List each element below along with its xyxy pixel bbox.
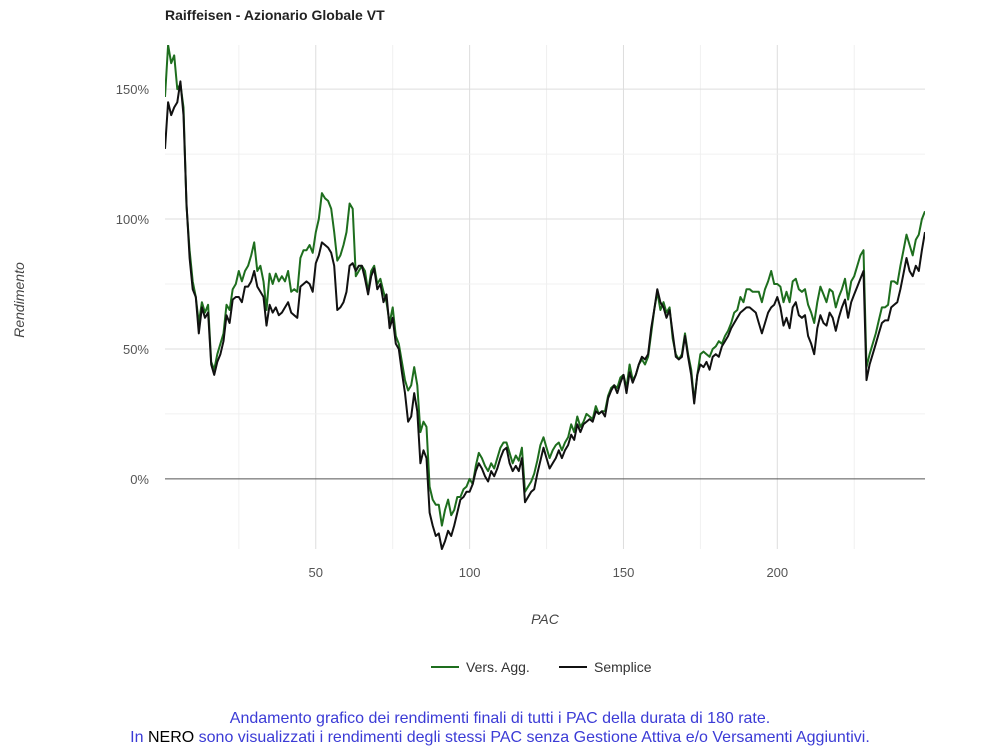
legend: Vers. Agg. Semplice: [431, 659, 652, 675]
x-axis-ticks: 50 100 150 200: [309, 565, 789, 580]
caption-line-1: Andamento grafico dei rendimenti finali …: [229, 710, 771, 727]
caption: Andamento grafico dei rendimenti finali …: [0, 709, 1000, 747]
legend-label: Semplice: [594, 659, 652, 675]
y-tick-label: 150%: [116, 82, 150, 97]
x-tick-label: 50: [309, 565, 323, 580]
caption-line-2-prefix: In: [130, 729, 148, 746]
y-tick-label: 0%: [130, 472, 149, 487]
caption-highlight-black: NERO: [147, 729, 195, 746]
x-tick-label: 100: [459, 565, 481, 580]
y-tick-label: 50%: [123, 342, 149, 357]
series-lines: [165, 45, 925, 550]
line-chart: 0% 50% 100% 150% 50 100 150 200 PAC Rendimento…: [11, 45, 925, 675]
x-axis-title: PAC: [531, 611, 560, 627]
y-axis-ticks: 0% 50% 100% 150%: [116, 82, 150, 487]
caption-line-2: In NERO sono visualizzati i rendimenti d…: [0, 728, 1000, 747]
series-line-semplice: [165, 80, 925, 550]
x-tick-label: 150: [613, 565, 635, 580]
series-line-vers-agg: [165, 45, 925, 527]
y-tick-label: 100%: [116, 212, 150, 227]
legend-label: Vers. Agg.: [466, 659, 530, 675]
grid: [165, 45, 925, 549]
caption-line-2-suffix: sono visualizzati i rendimenti degli ste…: [194, 729, 870, 746]
chart-title: Raiffeisen - Azionario Globale VT: [165, 7, 385, 23]
y-axis-title: Rendimento: [11, 262, 27, 338]
x-tick-label: 200: [766, 565, 788, 580]
